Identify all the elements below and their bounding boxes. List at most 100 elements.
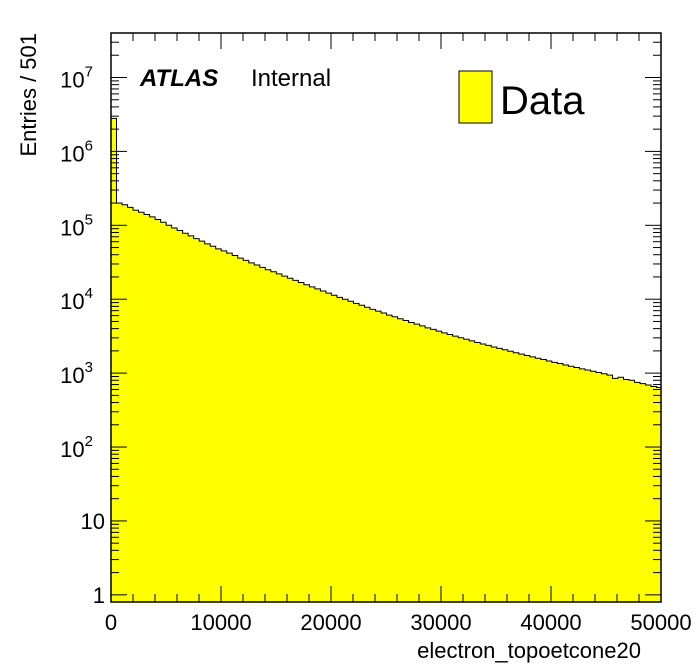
histogram-bin	[116, 203, 123, 602]
histogram-bin	[469, 340, 476, 602]
histogram-bin	[347, 301, 354, 602]
histogram-bin	[397, 318, 404, 602]
histogram-bin	[463, 339, 470, 602]
histogram-bin	[215, 248, 222, 602]
histogram-bin	[342, 299, 349, 602]
histogram-bin	[419, 325, 426, 602]
histogram-bin	[551, 362, 558, 602]
histogram-bin	[579, 368, 586, 602]
histogram-bin	[584, 370, 591, 602]
y-tick-label: 10	[81, 509, 105, 534]
histogram-bin	[138, 212, 145, 602]
y-tick-label: 102	[60, 433, 93, 462]
histogram-bin	[127, 207, 134, 602]
histogram-bin	[452, 336, 459, 602]
histogram-bin	[408, 322, 415, 602]
histogram-bin	[491, 346, 498, 602]
histogram-bin	[270, 271, 277, 602]
atlas-label: ATLAS	[139, 65, 218, 92]
histogram-bin	[358, 305, 365, 602]
histogram-bin	[237, 258, 244, 602]
histogram-bin	[325, 293, 332, 602]
histogram-bin	[226, 253, 233, 602]
histogram-bin	[640, 383, 646, 602]
legend-entry-data: Data	[500, 79, 585, 123]
histogram-bin	[634, 382, 641, 602]
histogram-bin	[254, 265, 261, 602]
histogram-bin	[623, 379, 630, 602]
histogram-bin	[590, 371, 597, 602]
histogram-bin	[248, 262, 255, 602]
histogram-bin	[392, 316, 398, 602]
y-axis-title: Entries / 501	[16, 33, 41, 157]
histogram-bin	[529, 356, 536, 602]
histogram-bin	[221, 250, 228, 602]
histogram-bin	[507, 351, 514, 602]
histogram-bin	[182, 233, 189, 603]
histogram-bin	[243, 260, 250, 602]
histogram-bin	[133, 210, 139, 602]
x-tick-label: 20000	[300, 610, 361, 635]
histogram-bin	[364, 307, 371, 602]
histogram-bin	[485, 345, 492, 602]
histogram-bin	[618, 377, 624, 602]
histogram-bin	[386, 315, 393, 602]
histogram-bin	[303, 284, 310, 602]
histogram-bin	[370, 309, 376, 602]
histogram-bin	[314, 288, 321, 602]
histogram-bin	[606, 375, 613, 602]
histogram-bin	[111, 118, 117, 602]
histogram-bin	[414, 324, 421, 602]
histogram-bin	[309, 286, 316, 602]
histogram-bin	[573, 367, 580, 602]
y-tick-label: 1	[93, 583, 105, 608]
histogram-bin	[122, 204, 128, 603]
histogram-outline	[110, 117, 662, 602]
histogram-bin	[403, 320, 409, 602]
histogram-bin	[336, 297, 343, 602]
histogram-bin	[276, 273, 283, 602]
y-tick-label: 106	[60, 137, 93, 166]
histogram-bin	[199, 241, 206, 603]
histogram-bin	[210, 246, 217, 602]
histogram-bin	[651, 386, 657, 602]
x-axis-title: electron_topoetcone20	[417, 638, 641, 663]
histogram-bin	[193, 238, 200, 603]
y-axis-ticks: 1 10 102 103 104 105 106 107	[60, 32, 661, 608]
histogram-bin	[524, 355, 531, 602]
histogram-bin	[535, 358, 542, 602]
histogram-bin	[155, 219, 161, 602]
histogram-bin	[375, 311, 382, 602]
histogram-bin	[540, 359, 547, 602]
x-tick-label: 0	[105, 610, 117, 635]
histogram-bin	[557, 363, 564, 602]
histogram-bin	[595, 372, 602, 602]
histogram-bin	[265, 269, 272, 602]
legend: Data	[458, 70, 585, 124]
histogram-bars	[111, 118, 662, 603]
y-tick-label: 107	[60, 63, 93, 92]
y-tick-label: 105	[60, 211, 93, 240]
histogram-bin	[353, 303, 360, 602]
histogram-bin	[144, 214, 150, 602]
histogram-bin	[381, 313, 387, 602]
histogram-bin	[232, 255, 239, 603]
histogram-bin	[629, 380, 635, 602]
y-tick-label: 104	[60, 285, 93, 314]
x-tick-label: 30000	[410, 610, 471, 635]
histogram-bin	[171, 227, 178, 602]
x-tick-label: 40000	[520, 610, 581, 635]
histogram-bin	[298, 282, 305, 602]
histogram-bin	[320, 291, 327, 602]
atlas-status-label: Internal	[251, 65, 331, 92]
histogram-bin	[204, 243, 211, 603]
histogram-bin	[430, 329, 437, 602]
plot-frame	[110, 32, 662, 603]
histogram-bin	[496, 348, 503, 602]
histogram-bin	[331, 295, 338, 602]
histogram-bin	[656, 387, 662, 602]
histogram-bin	[287, 278, 294, 602]
histogram-bin	[562, 364, 569, 602]
x-tick-label: 50000	[630, 610, 691, 635]
histogram-bin	[518, 354, 525, 602]
